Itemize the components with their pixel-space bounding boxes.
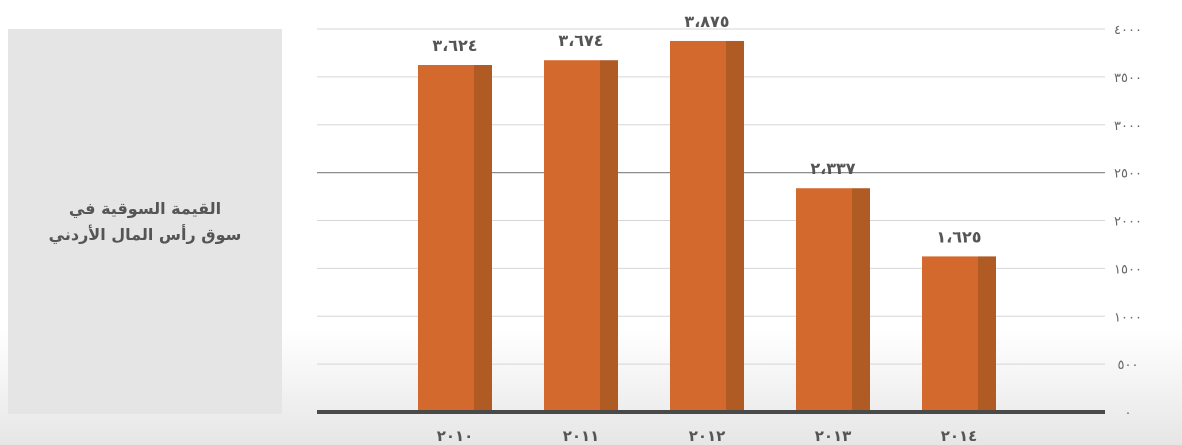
- bar: [544, 60, 600, 412]
- x-tick-label: ٢٠١١: [563, 427, 600, 445]
- chart-title-panel: القيمة السوقية في سوق رأس المال الأردني: [8, 29, 282, 414]
- bar-side: [474, 65, 492, 412]
- y-tick-label: ٠: [1125, 406, 1132, 421]
- x-tick-label: ٢٠١٣: [815, 427, 852, 445]
- bar-side: [978, 256, 996, 412]
- bar-side: [600, 60, 618, 412]
- bar-side: [852, 188, 870, 412]
- bar-side: [726, 40, 744, 412]
- y-tick-label: ٣٥٠٠: [1114, 71, 1142, 86]
- y-tick-label: ٢٥٠٠: [1114, 167, 1142, 182]
- x-tick-label: ٢٠١٠: [437, 427, 474, 445]
- data-label: ٣،٨٧٥: [684, 12, 729, 31]
- bar: [796, 188, 852, 412]
- y-tick-label: ١٥٠٠: [1114, 262, 1142, 277]
- data-label: ٢،٣٣٧: [810, 159, 855, 178]
- bar: [670, 40, 726, 412]
- data-label: ١،٦٢٥: [936, 227, 981, 246]
- y-tick-label: ١٠٠٠: [1114, 310, 1142, 325]
- y-tick-label: ٢٠٠٠: [1114, 215, 1142, 230]
- x-tick-label: ٢٠١٤: [941, 427, 978, 445]
- bar: [922, 256, 978, 412]
- data-label: ٣،٦٧٤: [558, 31, 603, 50]
- chart-title-line-2: سوق رأس المال الأردني: [48, 224, 242, 244]
- chart-title-line-1: القيمة السوقية في: [68, 198, 222, 218]
- x-tick-label: ٢٠١٢: [689, 427, 726, 445]
- y-tick-label: ٤٠٠٠: [1114, 23, 1142, 38]
- bar: [418, 65, 474, 412]
- y-tick-label: ٥٠٠: [1118, 358, 1139, 373]
- y-tick-label: ٣٠٠٠: [1114, 119, 1142, 134]
- data-label: ٣،٦٢٤: [432, 36, 477, 55]
